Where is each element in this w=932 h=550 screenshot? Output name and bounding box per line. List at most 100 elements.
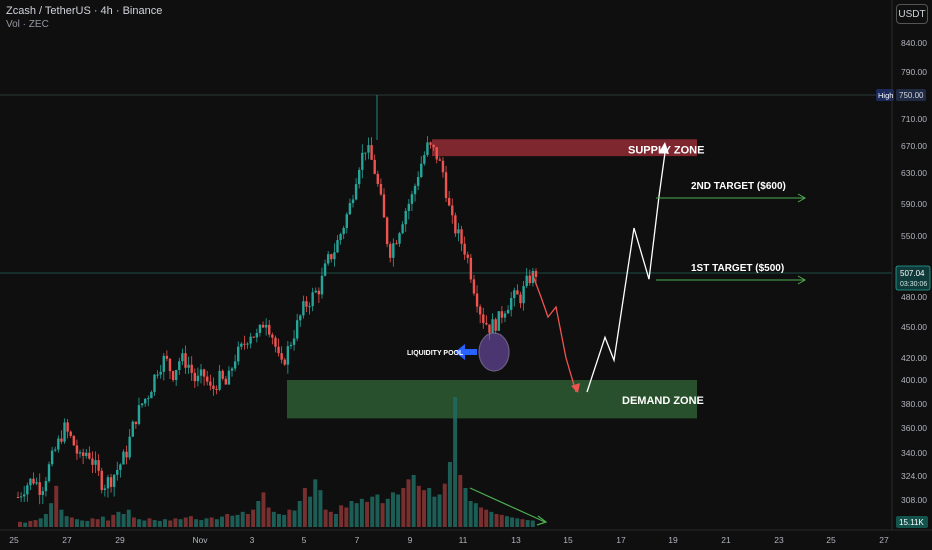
volume-bar [23, 522, 28, 527]
candle-body [302, 301, 305, 316]
volume-bar [204, 518, 209, 527]
volume-bar [447, 462, 452, 527]
target-1-arrow [797, 275, 807, 285]
candle-body [286, 346, 290, 365]
volume-bar [69, 517, 74, 527]
volume-bar [38, 518, 43, 527]
time-tick-label: Nov [192, 535, 208, 545]
candle-body [466, 254, 469, 258]
candle-body [274, 337, 277, 347]
volume-bar [261, 492, 266, 527]
candle-body [69, 431, 72, 436]
volume-bar [494, 514, 499, 527]
volume-bar [194, 519, 199, 527]
high-value-label: 750.00 [899, 91, 924, 100]
last-price-label: 507.04 [900, 269, 925, 278]
supply-zone [432, 139, 697, 157]
volume-bar [432, 496, 437, 527]
candle-body [534, 270, 538, 277]
candle-body [47, 464, 51, 482]
target-2-arrow [797, 193, 807, 203]
candle-body [460, 229, 463, 244]
volume-bar [359, 498, 364, 527]
candle-body [503, 313, 507, 318]
candle-body [308, 306, 311, 308]
candle-body [330, 254, 333, 260]
volume-bar [163, 519, 168, 527]
candle-body [112, 474, 116, 487]
candle-body [41, 491, 45, 495]
candle-body [237, 346, 240, 362]
candle-body [227, 370, 231, 385]
candle-body [116, 469, 119, 475]
volume-bar [199, 520, 204, 527]
candle-body [435, 147, 438, 160]
candle-body [193, 372, 197, 382]
time-tick-label: 15 [563, 535, 573, 545]
volume-bar [499, 514, 504, 527]
volume-bar [344, 507, 349, 527]
projection [531, 142, 669, 393]
candle-body [519, 294, 522, 304]
bearish-arrowhead [571, 383, 580, 393]
volume-bar [504, 516, 509, 527]
volume-bar [515, 518, 520, 527]
price-tick-label: 790.00 [901, 67, 927, 77]
volume-bar [349, 501, 354, 527]
candle-body [184, 353, 187, 368]
candle-body [26, 485, 29, 495]
volume-bar [235, 514, 240, 527]
candle-body [258, 324, 262, 333]
candle-body [525, 275, 528, 287]
volume-badge [896, 516, 928, 528]
volume-bar [74, 519, 79, 527]
currency-button[interactable]: USDT [896, 4, 928, 24]
candle-body [345, 214, 348, 228]
candle-body [199, 369, 203, 376]
candle-body [128, 436, 131, 458]
candle-body [85, 452, 88, 456]
target-1-label: 1ST TARGET ($500) [691, 263, 784, 274]
candle-body [478, 306, 482, 315]
candle-body [447, 197, 451, 206]
price-tick-label: 324.00 [901, 471, 927, 481]
candle-body [54, 449, 57, 451]
volume-badge-label: 15.11K [899, 518, 924, 527]
candle-body [370, 145, 373, 160]
candle-body [246, 343, 249, 345]
candle-body [395, 243, 398, 245]
candle-body [323, 263, 327, 276]
candle-body [528, 275, 531, 284]
volume-bars [18, 397, 535, 527]
candle-body [438, 159, 442, 161]
candle-body [420, 163, 423, 178]
candle-body [494, 319, 497, 331]
candle-body [457, 229, 460, 234]
candle-body [218, 370, 221, 390]
candle-body [491, 319, 494, 333]
candle-body [413, 185, 417, 195]
volume-bar [277, 514, 281, 527]
candle-body [376, 173, 380, 184]
time-tick-label: 27 [62, 535, 72, 545]
price-tick-label: 340.00 [901, 448, 927, 458]
candle-body [190, 364, 193, 373]
volume-bar [396, 494, 401, 527]
volume-bar [406, 479, 411, 527]
candle-body [106, 477, 110, 489]
bullish-arrowhead [659, 142, 669, 154]
volume-bar [100, 516, 105, 527]
candle-body [212, 385, 215, 389]
candle-body [131, 421, 134, 437]
volume-bar [121, 514, 126, 527]
candle-body [140, 403, 144, 406]
volume-bar [463, 488, 468, 527]
candle-body [357, 169, 361, 185]
time-tick-label: 29 [115, 535, 125, 545]
candle-body [451, 205, 454, 216]
candle-body [299, 315, 302, 321]
demand-zone-label: DEMAND ZONE [622, 395, 704, 407]
price-tick-label: 550.00 [901, 231, 927, 241]
candle-body [398, 233, 401, 244]
